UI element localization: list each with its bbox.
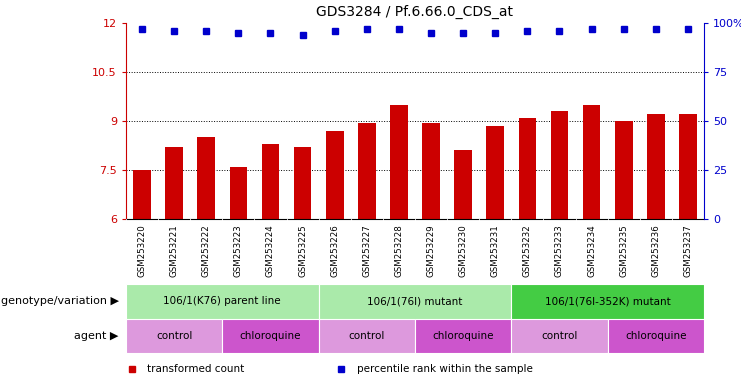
Text: control: control — [156, 331, 193, 341]
Text: GSM253237: GSM253237 — [683, 224, 692, 277]
Bar — [326, 131, 344, 219]
Bar — [293, 147, 311, 219]
Text: GSM253220: GSM253220 — [138, 224, 147, 277]
Text: chloroquine: chloroquine — [433, 331, 494, 341]
Text: transformed count: transformed count — [147, 364, 245, 374]
Text: GSM253226: GSM253226 — [330, 224, 339, 277]
Text: GSM253230: GSM253230 — [459, 224, 468, 277]
Bar — [647, 114, 665, 219]
Text: control: control — [541, 331, 578, 341]
Bar — [262, 144, 279, 219]
Bar — [230, 167, 247, 219]
Text: percentile rank within the sample: percentile rank within the sample — [356, 364, 533, 374]
Bar — [165, 147, 183, 219]
Bar — [608, 319, 704, 353]
Bar — [615, 121, 633, 219]
Bar — [511, 284, 704, 319]
Bar — [519, 118, 536, 219]
Bar — [358, 122, 376, 219]
Text: GSM253223: GSM253223 — [234, 224, 243, 277]
Text: GSM253234: GSM253234 — [587, 224, 596, 277]
Text: GSM253221: GSM253221 — [170, 224, 179, 277]
Text: GSM253229: GSM253229 — [427, 224, 436, 277]
Text: 106/1(76I-352K) mutant: 106/1(76I-352K) mutant — [545, 296, 671, 306]
Bar — [319, 284, 511, 319]
Bar — [454, 151, 472, 219]
Bar — [582, 104, 600, 219]
Text: agent ▶: agent ▶ — [74, 331, 119, 341]
Bar — [422, 122, 440, 219]
Bar — [390, 104, 408, 219]
Text: 106/1(K76) parent line: 106/1(K76) parent line — [164, 296, 281, 306]
Bar — [126, 319, 222, 353]
Bar — [415, 319, 511, 353]
Bar — [551, 111, 568, 219]
Text: chloroquine: chloroquine — [625, 331, 686, 341]
Bar — [222, 319, 319, 353]
Text: genotype/variation ▶: genotype/variation ▶ — [1, 296, 119, 306]
Text: GSM253225: GSM253225 — [298, 224, 307, 277]
Bar — [197, 137, 215, 219]
Text: GSM253235: GSM253235 — [619, 224, 628, 277]
Bar — [679, 114, 697, 219]
Text: GSM253236: GSM253236 — [651, 224, 660, 277]
Bar — [133, 170, 151, 219]
Text: GSM253232: GSM253232 — [523, 224, 532, 277]
Text: GSM253228: GSM253228 — [394, 224, 403, 277]
Bar — [486, 126, 504, 219]
Text: GSM253222: GSM253222 — [202, 224, 210, 277]
Text: chloroquine: chloroquine — [240, 331, 301, 341]
Text: 106/1(76I) mutant: 106/1(76I) mutant — [368, 296, 462, 306]
Text: control: control — [348, 331, 385, 341]
Bar — [319, 319, 415, 353]
Text: GSM253224: GSM253224 — [266, 224, 275, 277]
Bar — [126, 284, 319, 319]
Text: GSM253227: GSM253227 — [362, 224, 371, 277]
Bar — [511, 319, 608, 353]
Title: GDS3284 / Pf.6.66.0_CDS_at: GDS3284 / Pf.6.66.0_CDS_at — [316, 5, 514, 19]
Text: GSM253233: GSM253233 — [555, 224, 564, 277]
Text: GSM253231: GSM253231 — [491, 224, 499, 277]
